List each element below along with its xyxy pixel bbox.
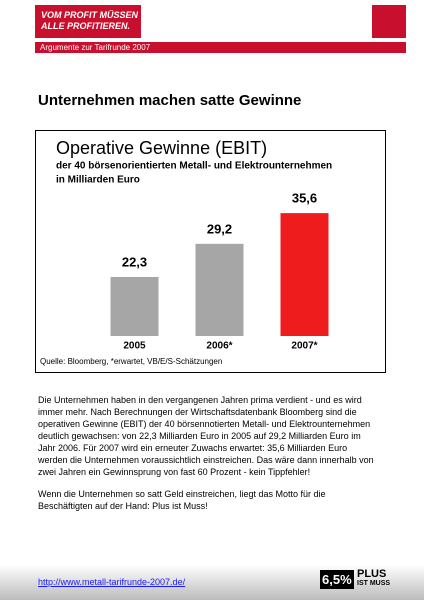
- badge-number: 6,5%: [320, 570, 354, 589]
- bar: [280, 213, 329, 336]
- value-label: 35,6: [292, 191, 317, 206]
- badge-text: PLUS IST MUSS: [357, 569, 390, 588]
- value-label: 29,2: [207, 221, 232, 236]
- headline: Unternehmen machen satte Gewinne: [38, 92, 302, 109]
- subtitle-bar: [35, 42, 406, 53]
- bar: [195, 243, 244, 336]
- chart-source: Quelle: Bloomberg, *erwartet, VB/E/S-Sch…: [40, 357, 222, 366]
- bar: [110, 276, 159, 336]
- slogan-banner: VOM PROFIT MÜSSEN ALLE PROFITIEREN.: [35, 5, 141, 38]
- slogan-line: VOM PROFIT MÜSSEN: [41, 10, 139, 20]
- badge-line: IST MUSS: [357, 580, 391, 587]
- paragraph: Die Unternehmen haben in den vergangenen…: [38, 395, 374, 477]
- x-tick-label: 2005: [123, 341, 146, 352]
- header-subtitle: Argumente zur Tarifrunde 2007: [40, 43, 151, 52]
- chart-subtitle: in Milliarden Euro: [56, 175, 140, 186]
- x-tick-label: 2006*: [206, 341, 232, 352]
- chart-title: Operative Gewinne (EBIT): [56, 138, 267, 158]
- value-label: 22,3: [122, 254, 147, 269]
- badge-line: PLUS: [357, 568, 387, 580]
- slogan-line: ALLE PROFITIEREN.: [41, 21, 131, 31]
- footer-link[interactable]: http://www.metall-tarifrunde-2007.de/: [38, 577, 186, 587]
- logo: [372, 5, 406, 38]
- x-tick-label: 2007*: [291, 341, 317, 352]
- body: Die Unternehmen haben in den vergangenen…: [38, 394, 378, 512]
- paragraph: Wenn die Unternehmen so satt Geld einstr…: [38, 489, 326, 511]
- chart-subtitle: der 40 börsenorientierten Metall- und El…: [56, 161, 332, 172]
